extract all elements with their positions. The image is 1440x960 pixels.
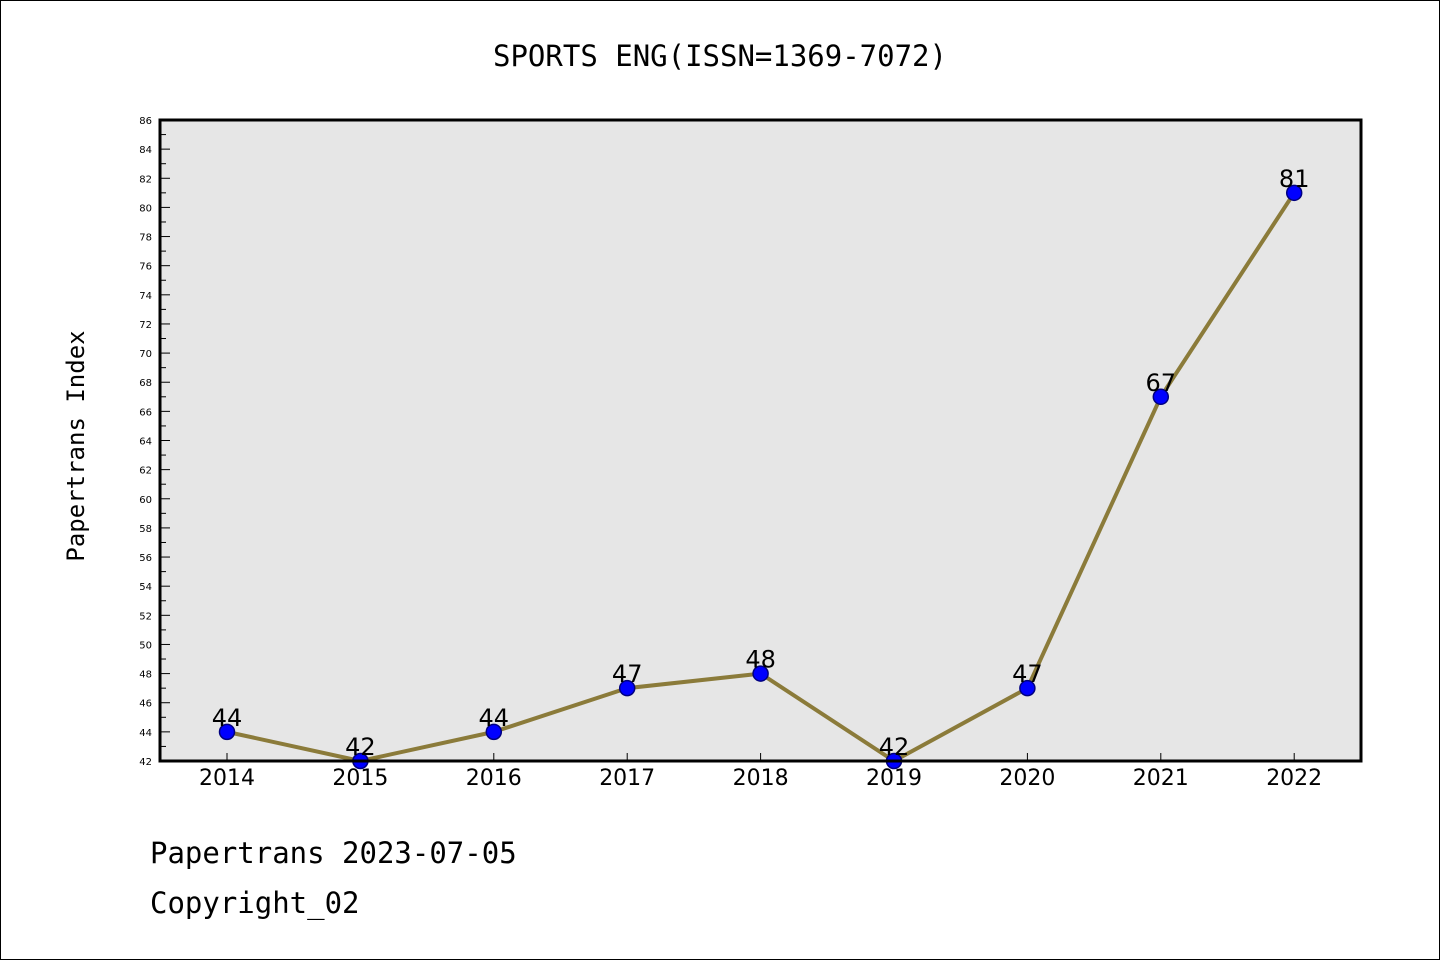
y-tick-label: 44: [139, 728, 152, 739]
x-tick-label: 2019: [866, 766, 922, 791]
y-tick-label: 42: [139, 757, 152, 768]
x-tick-label: 2015: [332, 766, 388, 791]
y-tick-label: 60: [139, 495, 152, 506]
data-label: 44: [212, 704, 243, 732]
y-tick-label: 68: [139, 378, 152, 389]
y-tick-label: 84: [139, 145, 152, 156]
y-tick-label: 82: [139, 174, 152, 185]
data-label: 67: [1146, 369, 1177, 397]
data-label: 42: [879, 733, 910, 761]
x-tick-label: 2021: [1133, 766, 1189, 791]
y-tick-label: 72: [139, 320, 152, 331]
y-tick-label: 66: [139, 407, 152, 418]
data-point: [218, 723, 236, 741]
x-tick-label: 2022: [1266, 766, 1322, 791]
data-point: [1152, 388, 1170, 406]
footer-copyright: Copyright_02: [150, 886, 360, 920]
data-label: 47: [612, 660, 643, 688]
data-point: [485, 723, 503, 741]
footer-date: Papertrans 2023-07-05: [150, 836, 517, 870]
data-label: 47: [1012, 660, 1043, 688]
data-labels: 44 42 44 47 48 42 47 67 81: [212, 165, 1310, 761]
y-tick-label: 70: [139, 349, 152, 360]
y-tick-label: 58: [139, 524, 152, 535]
y-tick-label: 64: [139, 437, 152, 448]
y-tick-label: 76: [139, 262, 152, 273]
x-axis: 2014 2015 2016 2017 2018 2019 2020 2021 2022: [199, 753, 1322, 791]
x-tick-label: 2016: [466, 766, 522, 791]
y-tick-label: 52: [139, 611, 152, 622]
plot-area: [160, 120, 1361, 761]
y-tick-label: 46: [139, 699, 152, 710]
x-tick-label: 2017: [599, 766, 655, 791]
chart-title: SPORTS ENG(ISSN=1369-7072): [493, 39, 947, 73]
data-point: [1285, 184, 1303, 202]
data-point: [1019, 679, 1036, 697]
y-tick-label: 80: [139, 203, 152, 214]
y-tick-label: 48: [139, 670, 152, 681]
data-label: 48: [745, 646, 776, 674]
y-tick-label: 74: [139, 291, 152, 302]
data-point: [618, 679, 636, 697]
data-label: 42: [345, 733, 376, 761]
y-tick-label: 56: [139, 553, 152, 564]
data-label: 81: [1279, 165, 1310, 193]
y-tick-label: 54: [139, 582, 152, 593]
y-axis-label: Papertrans Index: [62, 330, 90, 561]
x-tick-label: 2020: [999, 766, 1055, 791]
y-tick-label: 62: [139, 466, 152, 477]
data-point: [752, 665, 769, 682]
x-tick-label: 2014: [199, 766, 255, 791]
series-markers: [218, 184, 1303, 770]
y-tick-label: 86: [139, 116, 152, 127]
data-label: 44: [479, 704, 510, 732]
plot-border: [158, 118, 1363, 763]
y-tick-label: 78: [139, 233, 152, 244]
y-tick-label: 50: [139, 640, 152, 651]
x-tick-label: 2018: [733, 766, 789, 791]
